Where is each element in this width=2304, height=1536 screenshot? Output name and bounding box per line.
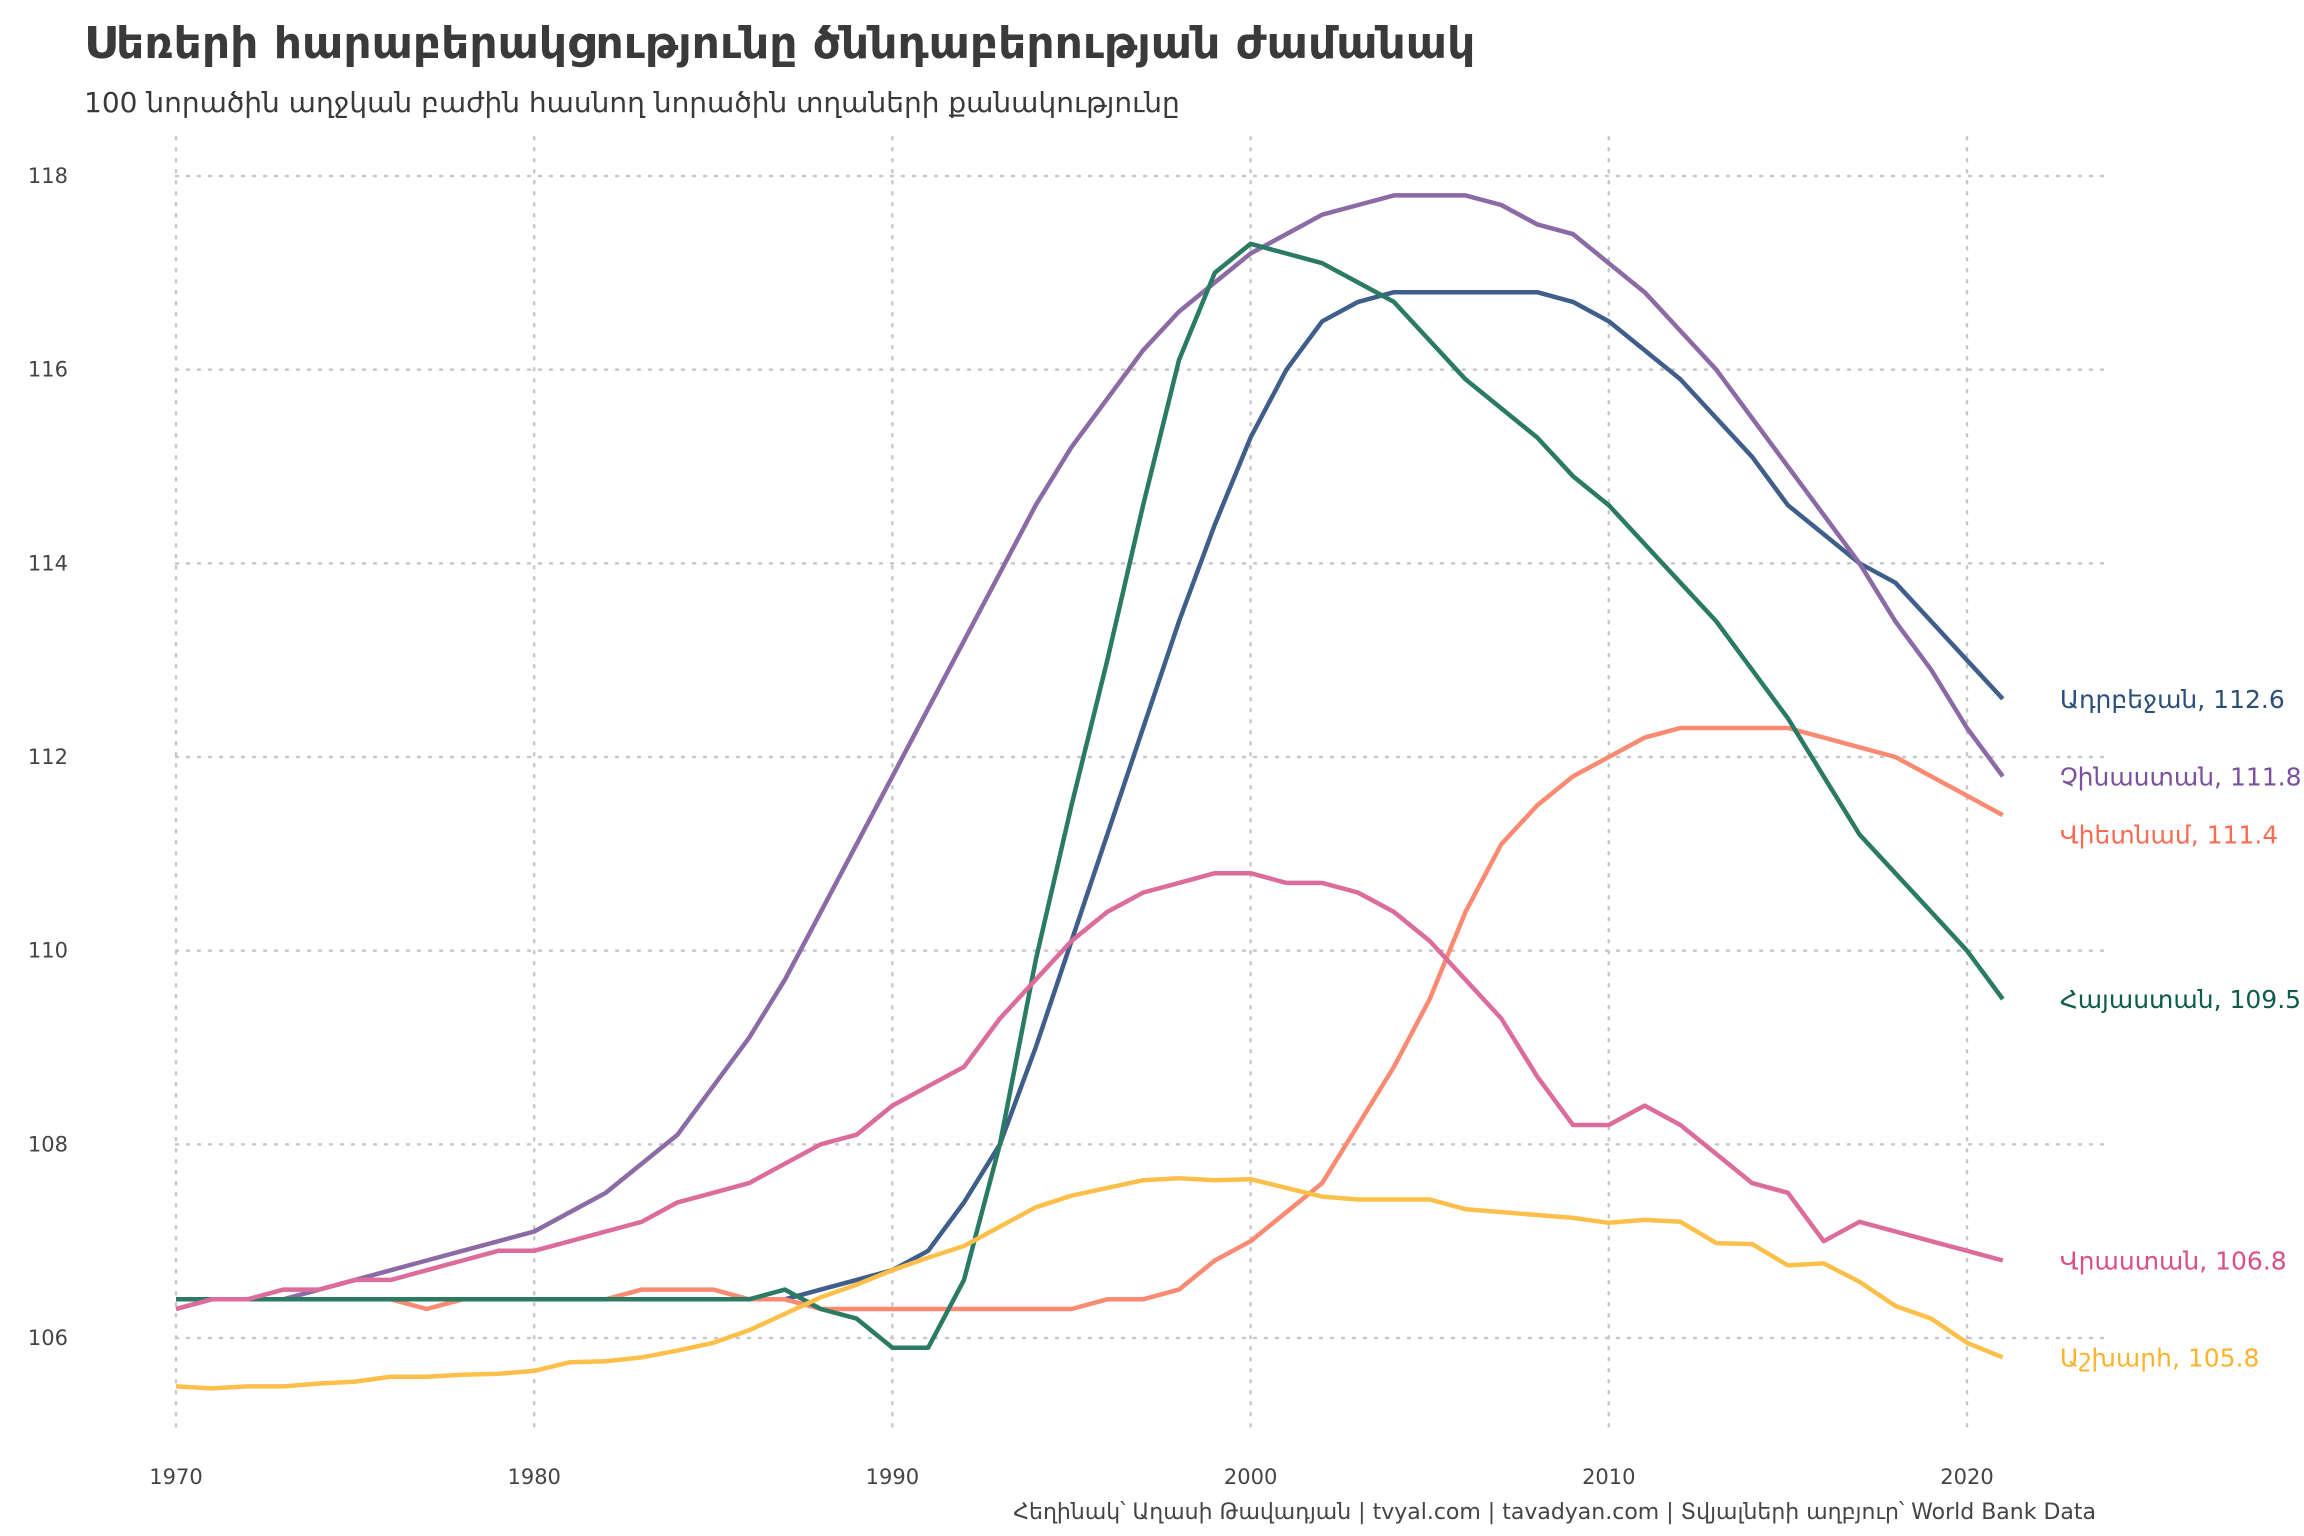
y-tick-label: 110 (28, 939, 68, 963)
x-tick-label: 2020 (1940, 1465, 1993, 1489)
x-tick-label: 1980 (507, 1465, 560, 1489)
series-label: Հայաստան, 109.5 (2060, 985, 2301, 1014)
y-tick-label: 118 (28, 164, 68, 188)
series-labels: Ադրբեջան, 112.6 Չինաստան, 111.8 Վիետնամ, 1… (2060, 685, 2302, 1372)
source-caption: Հեղինակ՝ Աղասի Թավադյան | tvyal.com | ta… (1013, 1500, 2096, 1525)
series-label: Ադրբեջան, 112.6 (2060, 685, 2285, 714)
series-line-2 (176, 725, 2004, 1312)
chart-title: Սեռերի հարաբերակցությունը ծննդաբերության… (84, 18, 1476, 69)
x-tick-label: 1970 (149, 1465, 202, 1489)
series-line-4 (175, 870, 2004, 1312)
grid (174, 136, 2112, 1437)
chart-subtitle: 100 նորածին աղջկան բաժին հասնող նորածին … (84, 86, 1180, 119)
y-tick-label: 108 (28, 1132, 68, 1156)
x-tick-label: 2010 (1582, 1465, 1635, 1489)
x-tick-label: 2000 (1224, 1465, 1277, 1489)
x-tick-label: 1990 (866, 1465, 919, 1489)
y-tick-label: 114 (28, 551, 68, 575)
series-label: Աշխարհ, 105.8 (2060, 1343, 2260, 1372)
series-line-3 (176, 241, 2005, 1350)
y-tick-label: 116 (28, 358, 68, 382)
series-line-1 (175, 193, 2005, 1312)
axis-ticks: 106 108 110 112 114 116 118 1970 1980 1990 2000 201… (28, 164, 1994, 1489)
series-line-0 (176, 289, 2005, 1302)
y-tick-label: 106 (28, 1326, 68, 1350)
series-label: Չինաստան, 111.8 (2060, 762, 2302, 791)
series-label: Վիետնամ, 111.4 (2060, 820, 2278, 849)
series-label: Վրաստան, 106.8 (2060, 1247, 2287, 1276)
series-lines (175, 193, 2005, 1391)
series-line-5 (175, 1175, 2004, 1391)
y-tick-label: 112 (28, 745, 68, 769)
